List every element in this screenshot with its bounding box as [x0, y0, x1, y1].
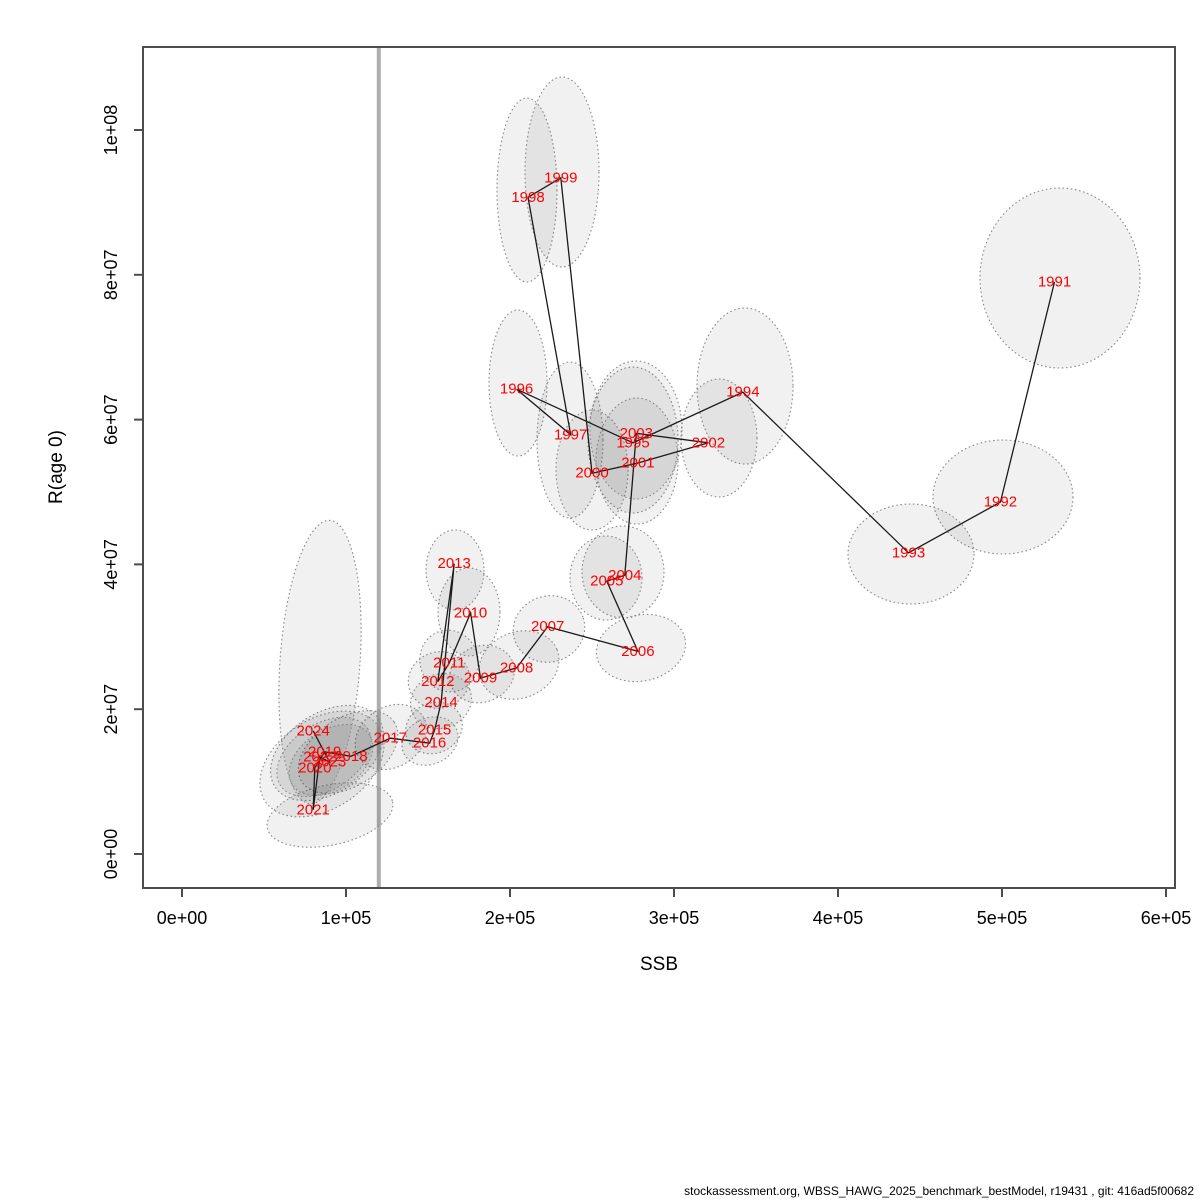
y-axis-tick-label: 2e+07: [101, 684, 121, 735]
year-label-2015: 2015: [418, 722, 451, 739]
y-axis-title: R(age 0): [46, 430, 67, 504]
confidence-ellipse-1991: [979, 187, 1141, 369]
year-label-1996: 1996: [500, 381, 533, 398]
confidence-ellipse-2006: [595, 613, 687, 683]
year-label-2019: 2019: [308, 743, 341, 760]
year-label-2021: 2021: [297, 801, 330, 818]
year-label-2013: 2013: [438, 555, 471, 572]
recruitment-trajectory-line: [312, 176, 1056, 810]
year-label-2010: 2010: [454, 604, 487, 621]
year-label-2007: 2007: [531, 618, 564, 635]
year-label-2002: 2002: [692, 434, 725, 451]
confidence-ellipse-2022: [276, 716, 372, 798]
year-label-2016: 2016: [413, 735, 446, 752]
confidence-ellipse-2001: [595, 397, 679, 525]
confidence-ellipse-2002: [680, 378, 758, 498]
year-label-2001: 2001: [621, 455, 654, 472]
confidence-ellipse-2010: [437, 567, 501, 657]
confidence-ellipse-1999: [524, 76, 600, 268]
confidence-ellipse-2021: [266, 782, 394, 848]
year-label-2008: 2008: [500, 659, 533, 676]
year-label-1997: 1997: [554, 426, 587, 443]
year-label-1993: 1993: [892, 544, 925, 561]
year-label-2011: 2011: [433, 654, 465, 671]
year-label-1994: 1994: [726, 384, 759, 401]
year-label-2009: 2009: [464, 670, 497, 687]
year-label-2003: 2003: [620, 425, 653, 442]
year-label-2005: 2005: [590, 573, 623, 590]
y-axis-tick-label: 0e+00: [101, 829, 121, 880]
year-label-1992: 1992: [984, 494, 1017, 511]
year-label-2023: 2023: [313, 754, 346, 771]
year-label-2004: 2004: [608, 567, 641, 584]
confidence-ellipse-2003: [589, 360, 683, 500]
confidence-ellipse-2013: [425, 529, 485, 611]
confidence-ellipse-1992: [932, 439, 1074, 555]
x-axis-tick-label: 6e+05: [1141, 908, 1192, 928]
plot-border: [142, 46, 1176, 889]
year-label-2014: 2014: [424, 694, 457, 711]
confidence-ellipse-1997: [536, 361, 604, 519]
figure-caption: stockassessment.org, WBSS_HAWG_2025_benc…: [684, 1184, 1194, 1198]
year-label-2022: 2022: [303, 749, 336, 766]
confidence-ellipse-2007: [512, 595, 586, 663]
confidence-ellipse-1995: [587, 366, 679, 514]
x-axis-tick-label: 2e+05: [485, 908, 536, 928]
year-label-2018: 2018: [334, 748, 367, 765]
confidence-ellipse-2018: [297, 710, 399, 794]
x-axis-tick-label: 1e+05: [321, 908, 372, 928]
confidence-ellipse-1998: [496, 97, 558, 283]
y-axis-tick-label: 6e+07: [101, 394, 121, 445]
year-label-2024: 2024: [297, 722, 330, 739]
year-label-1999: 1999: [544, 169, 577, 186]
year-label-2020: 2020: [298, 759, 331, 776]
x-axis-tick-label: 0e+00: [157, 908, 208, 928]
confidence-ellipse-2024: [278, 519, 362, 805]
confidence-ellipse-2020: [259, 710, 385, 818]
confidence-ellipse-1996: [488, 309, 548, 457]
x-axis-title: SSB: [640, 954, 678, 975]
year-label-1998: 1998: [511, 189, 544, 206]
confidence-ellipse-1994: [696, 307, 794, 465]
x-axis-tick-label: 5e+05: [977, 908, 1028, 928]
confidence-ellipse-1993: [847, 503, 975, 605]
confidence-ellipse-2005: [569, 535, 643, 621]
y-axis-tick-label: 8e+07: [101, 250, 121, 301]
confidence-ellipse-2009: [449, 644, 515, 704]
confidence-ellipse-2019: [270, 704, 384, 802]
year-label-2000: 2000: [575, 465, 608, 482]
x-axis-tick-label: 4e+05: [813, 908, 864, 928]
y-axis-tick-label: 4e+07: [101, 539, 121, 590]
x-axis-tick-label: 3e+05: [649, 908, 700, 928]
year-label-1995: 1995: [616, 434, 649, 451]
y-axis-tick-label: 1e+08: [101, 105, 121, 156]
year-label-2017: 2017: [374, 730, 407, 747]
year-label-1991: 1991: [1038, 274, 1071, 291]
year-label-2006: 2006: [621, 643, 654, 660]
year-label-2012: 2012: [421, 673, 454, 690]
